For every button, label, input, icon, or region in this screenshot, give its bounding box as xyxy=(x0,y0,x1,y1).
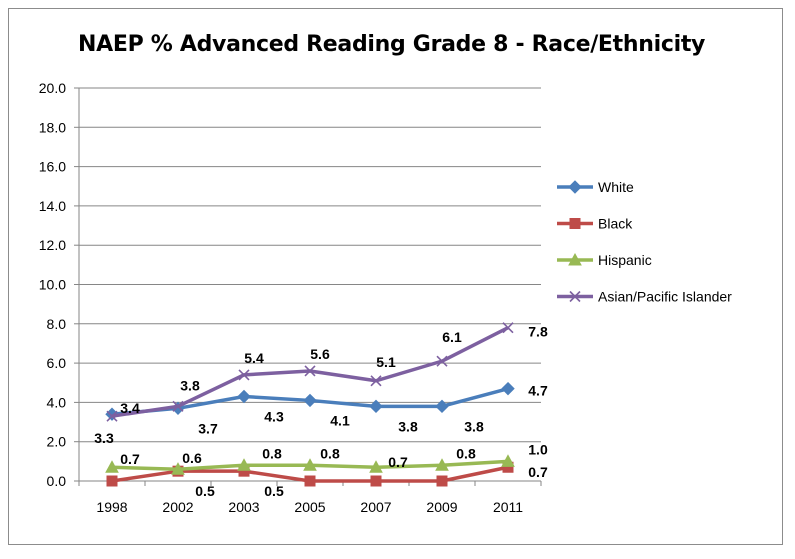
data-point xyxy=(238,369,250,381)
marker-stroke xyxy=(370,375,382,387)
data-label: 0.8 xyxy=(320,445,340,461)
x-tick-label: 2003 xyxy=(228,499,259,515)
data-point xyxy=(501,381,515,396)
data-label: 7.8 xyxy=(528,324,548,340)
data-point xyxy=(303,393,317,408)
data-label: 4.7 xyxy=(528,383,548,399)
y-tick-label: 8.0 xyxy=(47,316,67,332)
x-axis: 1998 2002 2003 2005 2007 2009 2011 xyxy=(78,480,542,515)
data-point xyxy=(502,322,514,334)
data-label: 0.7 xyxy=(120,451,140,467)
x-tick-label: 2009 xyxy=(426,499,457,515)
x-tick-label: 2011 xyxy=(493,499,523,515)
data-point xyxy=(303,458,317,471)
y-tick-label: 0.0 xyxy=(47,473,67,489)
marker-stroke xyxy=(172,400,184,412)
data-label: 3.8 xyxy=(180,377,200,393)
data-point xyxy=(106,475,118,487)
legend-marker xyxy=(569,218,581,229)
data-point xyxy=(172,400,184,412)
data-label: 4.1 xyxy=(330,412,350,428)
legend-item: Hispanic xyxy=(557,252,652,268)
data-point xyxy=(436,355,448,367)
marker-stroke xyxy=(304,365,316,377)
series-lines xyxy=(105,322,515,487)
y-tick-label: 6.0 xyxy=(47,355,67,371)
gridlines xyxy=(79,87,541,443)
data-point xyxy=(369,460,383,473)
legend-marker xyxy=(569,290,581,303)
legend: White Black Hispanic Asian/Pacific Islander xyxy=(557,179,732,305)
data-point xyxy=(370,475,382,487)
marker-stroke xyxy=(436,355,448,367)
data-point xyxy=(501,454,515,467)
data-label: 5.6 xyxy=(310,346,330,362)
marker-stroke xyxy=(106,410,118,422)
legend-item: White xyxy=(557,179,634,195)
y-tick-label: 2.0 xyxy=(47,434,67,450)
legend-marker xyxy=(568,180,582,194)
x-tick-label: 2007 xyxy=(360,499,391,515)
x-tick-label: 2005 xyxy=(294,499,325,515)
data-point xyxy=(304,365,316,377)
data-point xyxy=(106,410,118,422)
data-labels: 3.4 3.7 4.3 4.1 3.8 3.8 4.7 0.5 0.5 0.7 0.7 0.6 0.8 0… xyxy=(94,324,548,499)
chart-frame xyxy=(8,8,783,545)
x-tick-label: 2002 xyxy=(162,499,193,515)
legend-item: Black xyxy=(557,216,633,232)
data-point xyxy=(435,458,449,471)
y-tick-label: 14.0 xyxy=(39,198,66,214)
legend-label: Black xyxy=(598,216,633,232)
data-label: 0.8 xyxy=(456,445,476,461)
legend-marker xyxy=(568,252,582,266)
marker-stroke xyxy=(502,322,514,334)
data-label: 0.5 xyxy=(264,483,284,499)
legend-label: Hispanic xyxy=(598,252,652,268)
data-label: 3.8 xyxy=(464,418,484,434)
y-tick-label: 10.0 xyxy=(39,277,66,293)
data-label: 0.7 xyxy=(528,464,548,480)
data-label: 3.3 xyxy=(94,430,114,446)
data-point xyxy=(369,399,383,414)
y-tick-label: 20.0 xyxy=(39,80,66,96)
data-label: 0.6 xyxy=(182,450,202,466)
data-point xyxy=(304,475,316,487)
y-tick-label: 16.0 xyxy=(39,159,66,175)
data-point xyxy=(171,462,185,475)
data-label: 1.0 xyxy=(528,441,548,457)
data-label: 0.8 xyxy=(262,445,282,461)
legend-item: Asian/Pacific Islander xyxy=(557,289,732,305)
data-label: 6.1 xyxy=(442,329,462,345)
data-point xyxy=(237,389,251,404)
legend-label: White xyxy=(598,179,634,195)
y-tick-label: 12.0 xyxy=(39,237,66,253)
data-label: 0.5 xyxy=(195,483,215,499)
data-label: 3.7 xyxy=(198,420,218,436)
data-point xyxy=(370,375,382,387)
data-label: 5.4 xyxy=(244,350,264,366)
data-point xyxy=(105,460,119,473)
data-point xyxy=(436,475,448,487)
data-point xyxy=(237,458,251,471)
data-label: 3.4 xyxy=(120,400,140,416)
legend-label: Asian/Pacific Islander xyxy=(598,289,732,305)
data-label: 5.1 xyxy=(376,354,396,370)
x-tick-label: 1998 xyxy=(96,499,127,515)
marker-stroke xyxy=(238,369,250,381)
data-point xyxy=(435,399,449,414)
chart-title: NAEP % Advanced Reading Grade 8 - Race/E… xyxy=(78,32,706,57)
marker-stroke xyxy=(569,290,581,303)
data-label: 4.3 xyxy=(264,409,284,425)
y-tick-label: 4.0 xyxy=(47,394,67,410)
y-tick-label: 18.0 xyxy=(39,119,66,135)
y-axis: 0.0 2.0 4.0 6.0 8.0 10.0 12.0 14.0 16.0 18.0 20.0 xyxy=(39,80,80,489)
data-label: 0.7 xyxy=(388,454,408,470)
data-label: 3.8 xyxy=(398,418,418,434)
